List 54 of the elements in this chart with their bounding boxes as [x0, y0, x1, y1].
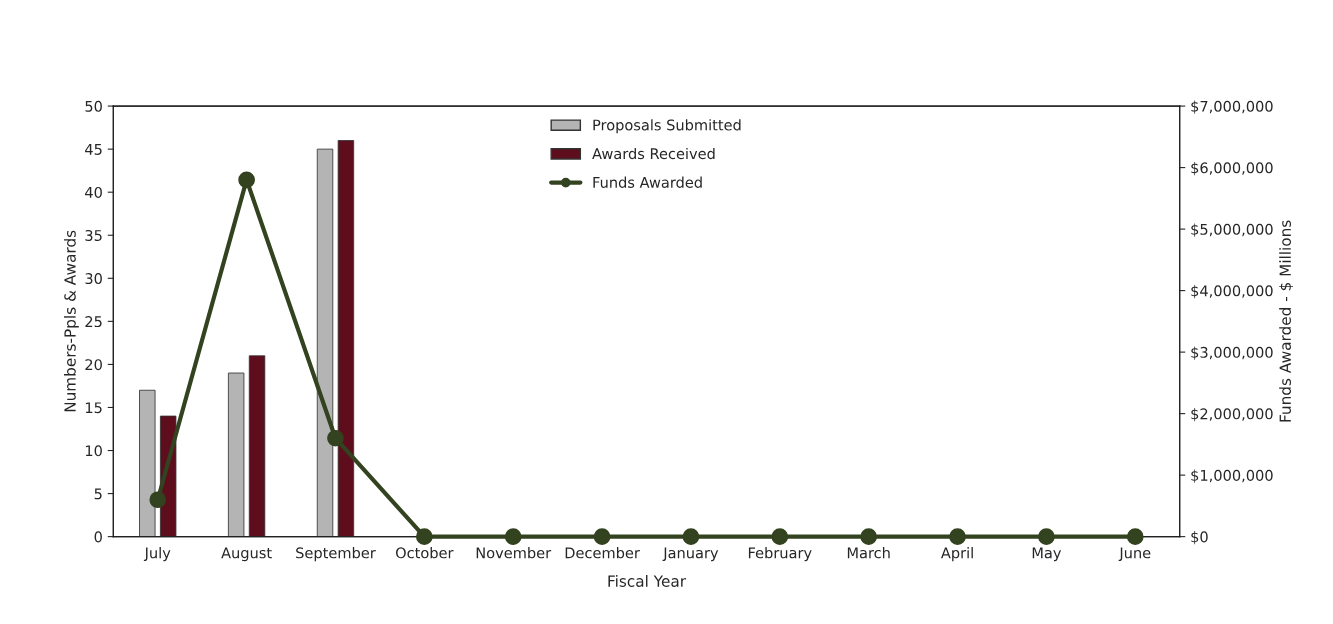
x-tick-label: August: [221, 547, 272, 562]
x-tick-label: December: [565, 547, 640, 559]
point: [1126, 528, 1144, 545]
point: [860, 528, 878, 545]
y-tick-label: 5: [94, 488, 102, 500]
y2-tick-label: $6,000,000: [1191, 162, 1273, 176]
x-axis-title: Fiscal Year: [608, 575, 687, 587]
point: [149, 491, 167, 509]
bar: [227, 372, 245, 537]
y-tick-label: 0: [94, 531, 102, 543]
y2-tick-label: $3,000,000: [1191, 346, 1273, 360]
y2-tick-label: $2,000,000: [1191, 408, 1273, 422]
bar: [248, 355, 266, 537]
y-tick-label: 40: [85, 186, 102, 198]
bar: [139, 389, 156, 537]
point: [771, 528, 789, 545]
y-tick-label: 50: [85, 100, 102, 112]
point: [416, 528, 433, 545]
y2-tick-label: $0: [1191, 531, 1208, 545]
y-tick-label: 45: [85, 144, 102, 155]
point: [682, 528, 700, 545]
legend-label: Funds Awarded: [593, 176, 702, 188]
point: [504, 528, 522, 545]
point: [327, 429, 344, 447]
y-tick-label: 35: [85, 229, 102, 241]
x-tick-label: June: [1118, 547, 1151, 562]
y-tick-label: 10: [85, 445, 102, 457]
point: [238, 171, 255, 189]
y2-tick-label: $1,000,000: [1191, 469, 1273, 483]
y2-tick-label: $7,000,000: [1191, 100, 1273, 114]
x-tick-label: April: [940, 547, 973, 562]
bar: [337, 140, 355, 537]
x-tick-label: February: [748, 547, 812, 562]
y2-tick-label: $5,000,000: [1191, 223, 1273, 237]
y-tick-label: 20: [85, 359, 102, 371]
legend-label: Awards Received: [592, 147, 715, 160]
x-tick-label: May: [1032, 547, 1062, 562]
x-tick-label: July: [143, 547, 171, 562]
x-tick-label: January: [662, 547, 719, 562]
point: [593, 528, 611, 545]
y2-tick-label: $4,000,000: [1191, 285, 1273, 299]
point: [949, 528, 966, 545]
bar: [316, 148, 334, 537]
legend-label: Proposals Submitted: [593, 119, 741, 134]
point: [1038, 528, 1055, 545]
y-axis-title: Numbers-Ppls & Awards: [63, 230, 79, 412]
x-tick-label: November: [476, 547, 552, 559]
y2-axis-title: Funds Awarded - $ Millions: [1279, 220, 1294, 422]
y-tick-label: 15: [85, 402, 102, 414]
x-tick-label: September: [296, 547, 376, 562]
x-tick-label: March: [847, 547, 890, 559]
y-tick-label: 30: [85, 273, 102, 285]
x-tick-label: October: [395, 547, 454, 559]
y-tick-label: 25: [85, 316, 102, 328]
